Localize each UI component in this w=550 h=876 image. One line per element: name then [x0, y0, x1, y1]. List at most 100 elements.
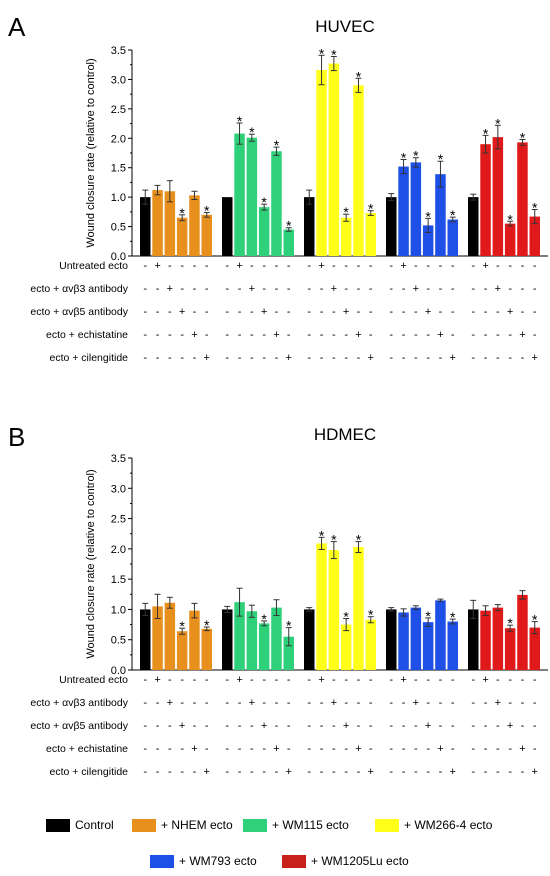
- treatment-sign: -: [389, 674, 393, 686]
- treatment-sign: -: [471, 674, 475, 686]
- treatment-label: ecto + αvβ5 antibody: [30, 720, 128, 732]
- treatment-sign: -: [287, 329, 291, 341]
- legend-item-control: Control: [46, 818, 114, 832]
- bar: [271, 151, 282, 256]
- treatment-sign: -: [168, 329, 172, 341]
- treatment-sign: -: [369, 329, 373, 341]
- treatment-sign: -: [521, 260, 525, 272]
- treatment-sign: +: [355, 743, 361, 755]
- treatment-sign: +: [495, 697, 501, 709]
- significance-star: *: [331, 46, 337, 62]
- treatment-sign: +: [437, 329, 443, 341]
- legend-item-nhem: + NHEM ecto: [132, 818, 233, 832]
- treatment-label: Untreated ecto: [59, 674, 128, 686]
- treatment-sign: -: [262, 352, 266, 364]
- significance-star: *: [179, 618, 185, 634]
- treatment-sign: -: [484, 743, 488, 755]
- treatment-sign: -: [262, 766, 266, 778]
- bar: [422, 622, 434, 670]
- treatment-sign: +: [413, 697, 419, 709]
- treatment-sign: -: [439, 697, 443, 709]
- treatment-sign: +: [261, 720, 267, 732]
- treatment-sign: -: [193, 306, 197, 318]
- treatment-sign: -: [389, 329, 393, 341]
- treatment-sign: -: [320, 352, 324, 364]
- treatment-sign: -: [193, 720, 197, 732]
- treatment-sign: -: [225, 260, 229, 272]
- treatment-sign: -: [389, 306, 393, 318]
- bar: [529, 627, 540, 670]
- treatment-sign: -: [205, 674, 209, 686]
- treatment-sign: -: [389, 720, 393, 732]
- treatment-sign: -: [168, 720, 172, 732]
- treatment-sign: -: [143, 352, 147, 364]
- legend: Control + NHEM ecto + WM115 ecto + WM266…: [0, 806, 550, 876]
- treatment-sign: -: [508, 697, 512, 709]
- bar: [504, 223, 516, 256]
- treatment-sign: -: [369, 720, 373, 732]
- treatment-sign: +: [425, 306, 431, 318]
- significance-star: *: [261, 194, 267, 210]
- treatment-sign: -: [238, 743, 242, 755]
- treatment-sign: -: [307, 260, 311, 272]
- treatment-sign: +: [286, 766, 292, 778]
- bar: [316, 70, 327, 256]
- treatment-sign: -: [238, 329, 242, 341]
- treatment-sign: -: [344, 283, 348, 295]
- treatment-sign: +: [179, 306, 185, 318]
- treatment-sign: -: [332, 260, 336, 272]
- y-tick-label: 0.5: [111, 635, 126, 647]
- treatment-sign: -: [238, 306, 242, 318]
- treatment-sign: -: [451, 720, 455, 732]
- treatment-sign: -: [238, 283, 242, 295]
- treatment-sign: +: [249, 697, 255, 709]
- y-tick-label: 2.0: [111, 133, 126, 145]
- treatment-sign: -: [496, 720, 500, 732]
- treatment-sign: -: [344, 743, 348, 755]
- treatment-sign: -: [521, 697, 525, 709]
- legend-item-wm115: + WM115 ecto: [243, 818, 349, 832]
- bar: [176, 217, 188, 256]
- treatment-sign: -: [332, 674, 336, 686]
- treatment-sign: -: [225, 720, 229, 732]
- bar: [422, 225, 434, 256]
- bar: [258, 207, 270, 256]
- treatment-sign: +: [482, 260, 488, 272]
- treatment-sign: -: [225, 766, 229, 778]
- treatment-sign: -: [496, 306, 500, 318]
- treatment-sign: -: [496, 329, 500, 341]
- treatment-sign: -: [250, 674, 254, 686]
- treatment-sign: -: [357, 283, 361, 295]
- treatment-sign: -: [496, 352, 500, 364]
- treatment-sign: -: [344, 352, 348, 364]
- treatment-sign: -: [156, 766, 160, 778]
- y-tick-label: 0.0: [111, 251, 126, 263]
- treatment-sign: -: [471, 260, 475, 272]
- bar: [480, 144, 491, 256]
- treatment-label: ecto + αvβ5 antibody: [30, 306, 128, 318]
- figure-canvas: A HUVEC 0.0 0.5 1.0 1.5 2.0 2.5 3.0 3.5 Wound clos…: [8, 12, 548, 778]
- treatment-sign: -: [521, 306, 525, 318]
- treatment-sign: -: [307, 329, 311, 341]
- treatment-sign: -: [193, 697, 197, 709]
- treatment-sign: -: [439, 352, 443, 364]
- significance-star: *: [319, 527, 325, 543]
- treatment-sign: -: [496, 766, 500, 778]
- treatment-sign: -: [402, 352, 406, 364]
- bar: [529, 216, 540, 256]
- y-axis-label: Wound closure rate (relative to control): [85, 58, 97, 247]
- y-tick-label: 1.0: [111, 192, 126, 204]
- treatment-sign: -: [451, 674, 455, 686]
- significance-star: *: [343, 204, 349, 220]
- significance-star: *: [532, 612, 538, 628]
- treatment-sign: -: [414, 743, 418, 755]
- bar: [492, 607, 504, 670]
- legend-item-wm266: + WM266-4 ecto: [375, 818, 492, 832]
- bar: [304, 197, 315, 256]
- bar: [152, 606, 163, 670]
- treatment-sign: +: [154, 674, 160, 686]
- bar: [189, 195, 200, 256]
- treatment-sign: +: [495, 283, 501, 295]
- treatment-sign: +: [368, 352, 374, 364]
- bar: [447, 219, 458, 256]
